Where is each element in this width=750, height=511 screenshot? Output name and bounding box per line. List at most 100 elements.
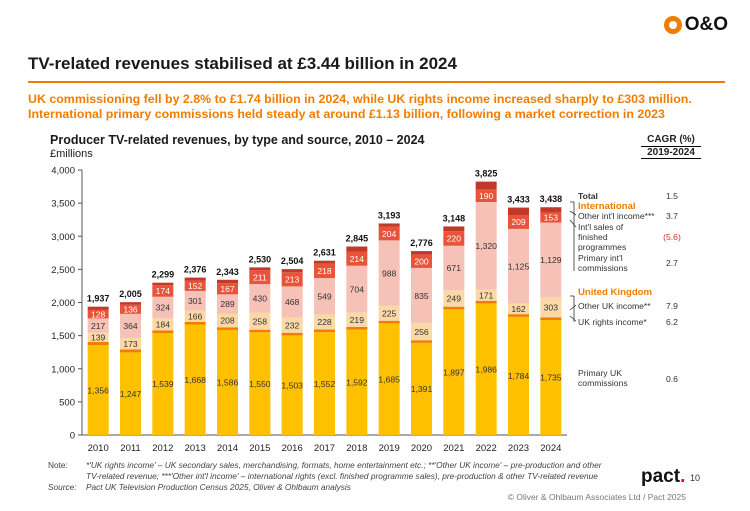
x-tick-label: 2023 [508,443,529,454]
x-tick-label: 2018 [346,443,367,454]
bar-value-label: 324 [156,303,171,313]
bar-value-label: 1,668 [184,375,206,385]
legend-international-heading: International [578,201,636,212]
x-tick-label: 2020 [411,443,432,454]
pact-logo: pact. [641,466,685,488]
bar-segment [443,231,465,246]
bar-segment [249,312,271,330]
bar-value-label: 152 [188,281,203,291]
bar-value-label: 139 [91,333,106,343]
legend-intl-sales-label: Int'l sales of finished programmes [578,222,627,252]
bar-total-label: 2,845 [346,234,369,244]
bar-segment [87,332,109,342]
bar-segment [346,329,368,435]
bar-segment [411,251,432,255]
bar-segment [217,327,238,330]
legend-connector [569,304,577,311]
bar-segment [508,228,529,304]
bar-total-label: 3,825 [475,169,498,179]
bar-segment [120,349,141,353]
bar-value-label: 219 [350,315,365,325]
bar-segment [184,321,206,325]
bar-total-label: 2,530 [249,254,272,264]
bar-segment [217,283,238,295]
bar-segment [346,312,368,327]
bar-value-label: 171 [479,290,494,300]
bar-value-label: 128 [91,309,106,319]
logo-text: O&O [684,14,728,35]
bar-total-label: 3,193 [378,210,401,220]
bar-segment [346,265,368,313]
bar-segment [281,269,303,273]
subtitle-line-1: UK commissioning fell by 2.8% to £1.74 b… [28,92,692,106]
bar-value-label: 303 [544,303,559,313]
bar-value-label: 430 [253,294,268,304]
x-tick-label: 2021 [443,443,464,454]
bar-value-label: 1,247 [120,389,142,399]
bar-segment [184,277,206,281]
bar-segment [475,303,497,435]
legend-primary-uk-cagr: 0.6 [666,374,678,384]
y-tick-label: 2,500 [51,265,75,276]
bar-value-label: 1,685 [378,374,400,384]
bar-segment [443,290,465,307]
bar-segment [475,300,497,304]
bar-value-label: 1,391 [411,384,433,394]
bar-segment [152,333,174,435]
legend-total-label: Total [578,191,598,201]
bar-segment [508,314,529,317]
legend-other-uk-cagr: 7.9 [666,301,678,311]
bar-segment [378,240,400,306]
chart-title: Producer TV-related revenues, by type an… [50,133,425,147]
bar-value-label: 704 [350,284,365,294]
logo-mark-icon [663,16,682,34]
bar-value-label: 364 [123,321,138,331]
bar-segment [249,332,271,435]
bar-segment [217,279,238,284]
bar-segment [217,294,238,314]
bar-segment [508,316,529,435]
bar-value-label: 209 [511,217,526,227]
bar-segment [540,317,562,321]
bar-segment [217,329,238,435]
bar-segment [152,285,174,297]
bar-segment [346,326,368,330]
bar-segment [475,189,497,202]
bar-segment [249,284,271,313]
bar-value-label: 1,897 [443,367,465,377]
oando-logo: O&O [663,14,728,36]
bar-segment [443,309,465,435]
bar-segment [346,246,368,252]
bar-total-label: 2,299 [152,270,175,280]
x-tick-label: 2024 [540,443,561,454]
bar-total-label: 1,937 [87,294,110,304]
bar-segment [314,260,335,264]
y-tick-label: 0 [70,431,75,442]
x-tick-label: 2010 [88,443,109,454]
cagr-header: CAGR (%) [647,134,695,145]
source-label: Source: [48,482,77,492]
bar-value-label: 258 [253,316,268,326]
bar-value-label: 1,592 [346,377,368,387]
bar-segment [508,303,529,315]
bar-value-label: 218 [317,266,332,276]
x-tick-label: 2011 [120,443,140,454]
bar-value-label: 549 [317,291,332,301]
bar-value-label: 1,356 [87,385,109,395]
copyright: © Oliver & Ohlbaum Associates Ltd / Pact… [507,492,686,502]
legend-uk-heading: United Kingdom [578,287,653,298]
bar-segment [152,330,174,334]
bar-total-label: 2,504 [281,256,304,266]
bar-segment [281,286,303,318]
bar-segment [184,280,206,291]
source-text: Pact UK Television Production Census 202… [86,482,351,492]
bar-segment [281,335,303,435]
bar-value-label: 184 [156,319,171,329]
y-axis-unit-label: £millions [50,148,93,160]
note-label: Note: [48,460,68,470]
legend-other-intl-label: Other int'l income*** [578,211,655,221]
bar-segment [120,313,141,338]
bar-segment [508,215,529,229]
bar-segment [378,305,400,321]
